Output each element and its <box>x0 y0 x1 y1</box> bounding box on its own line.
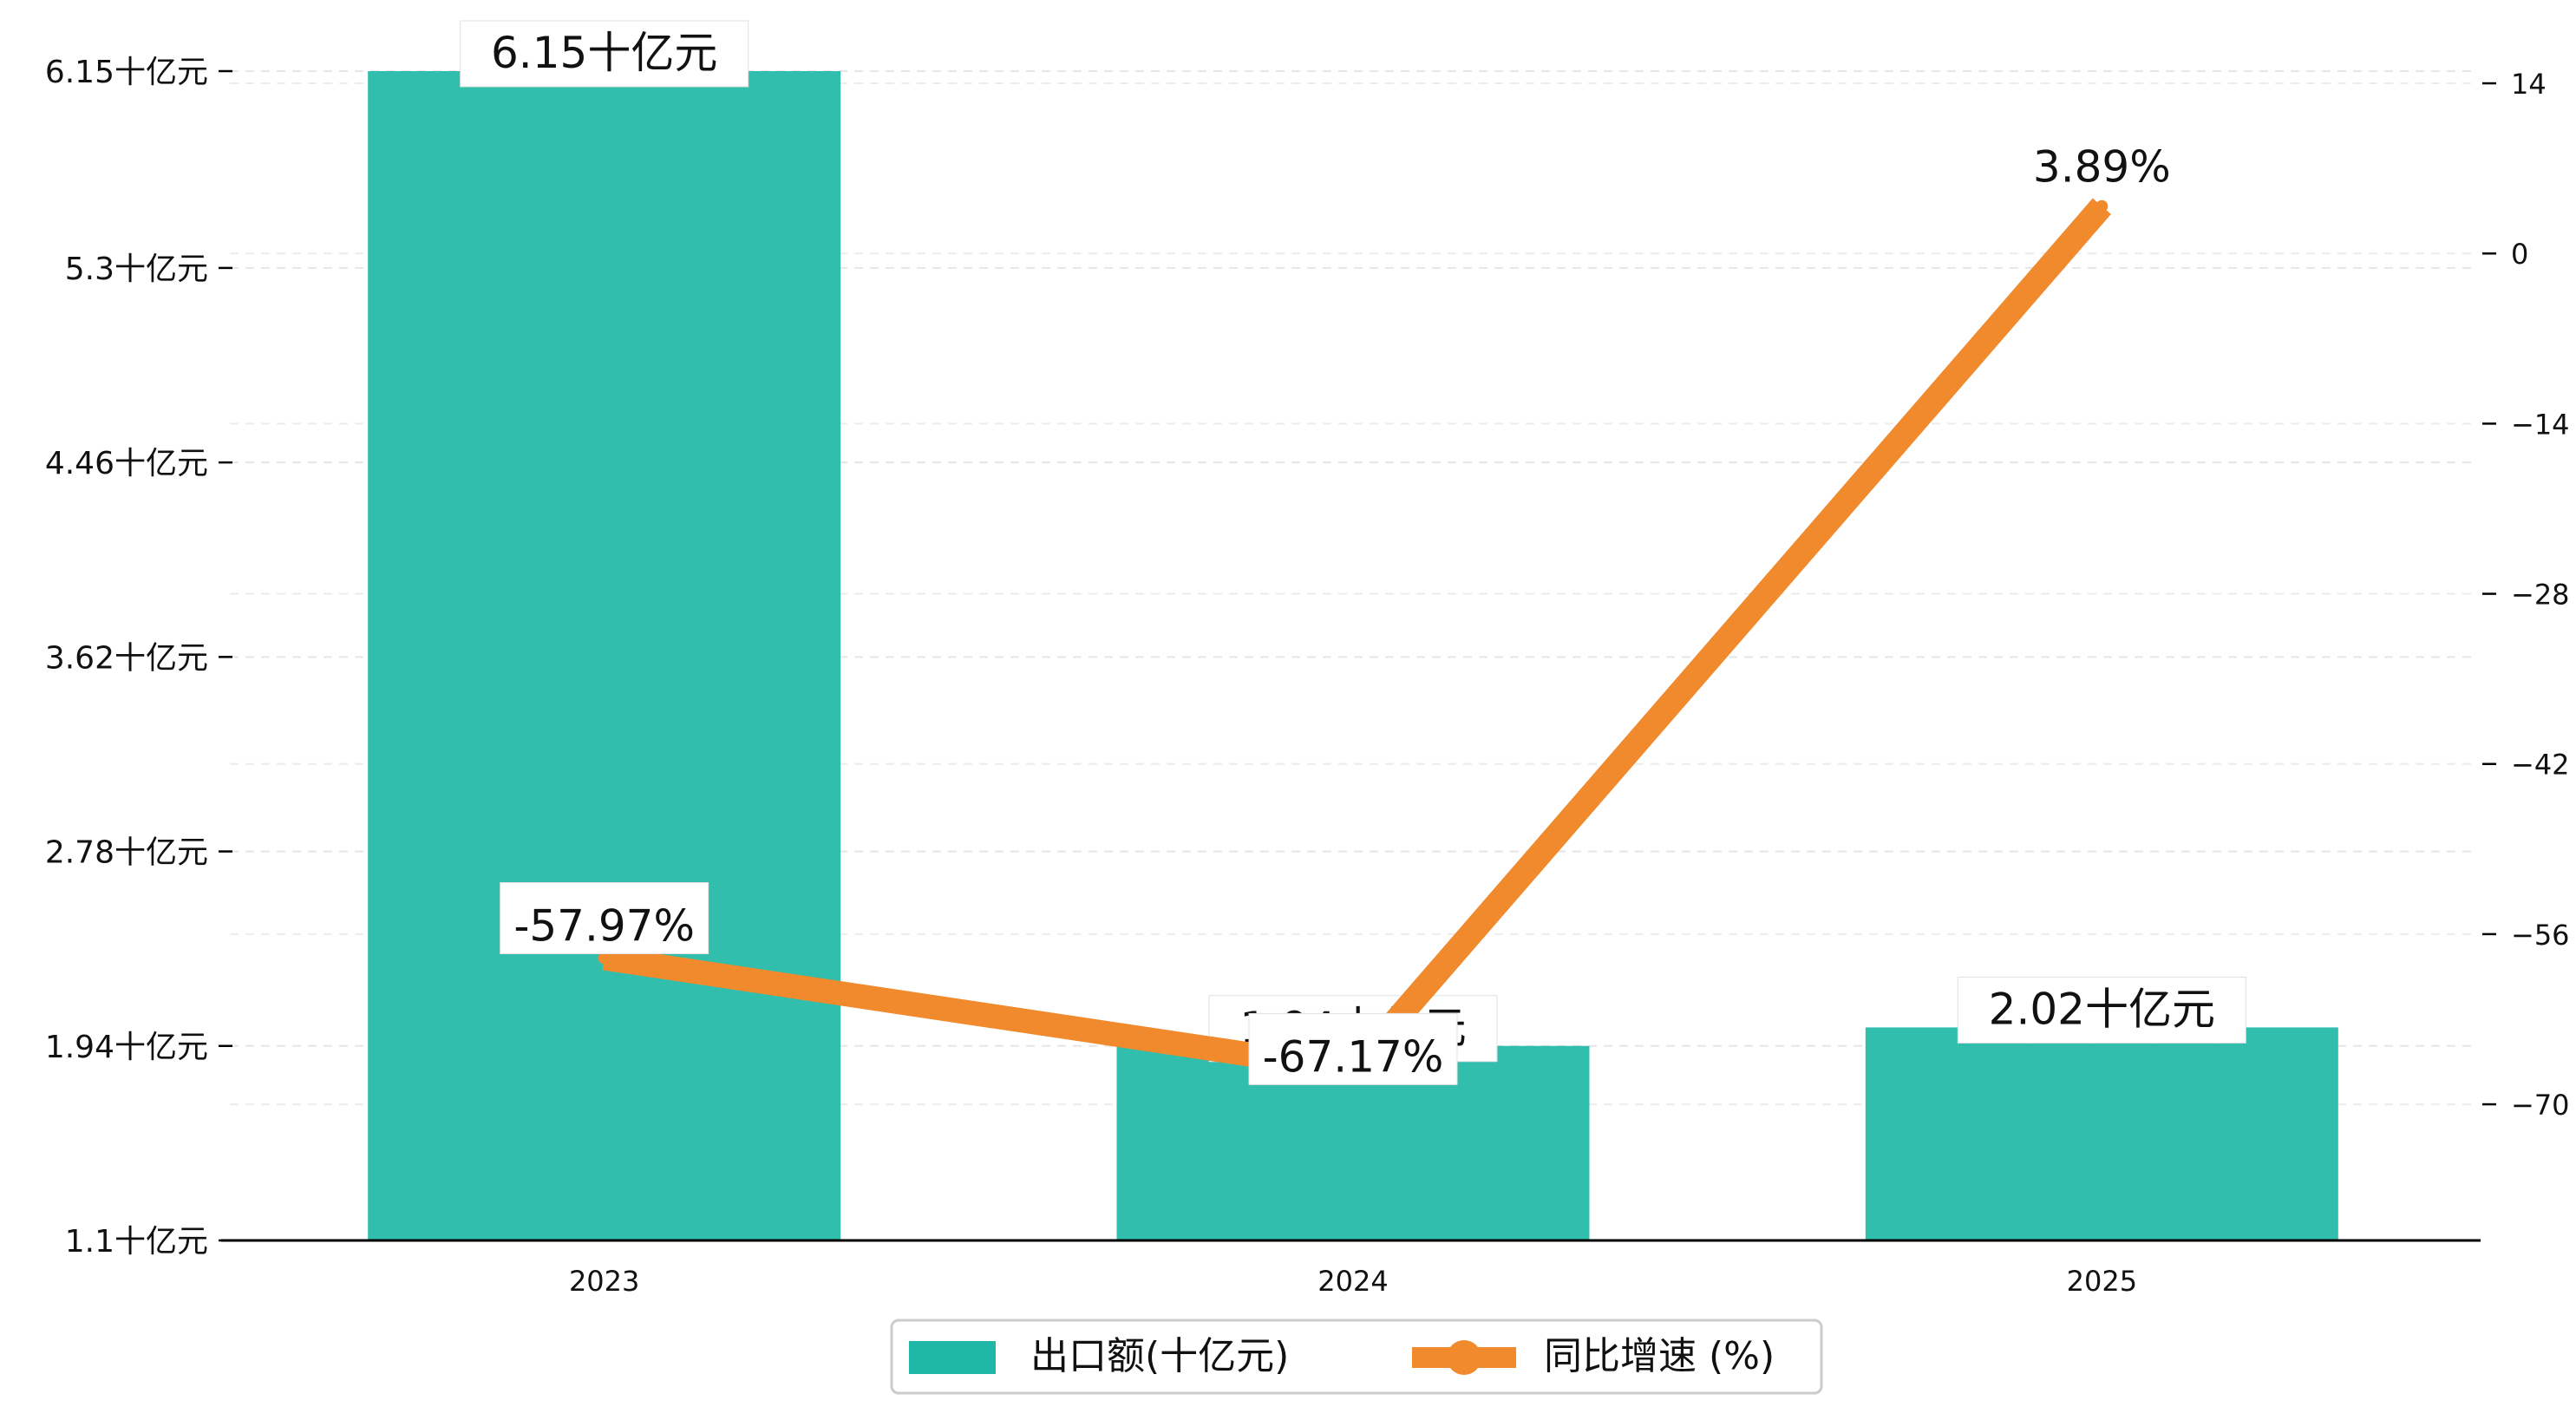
y-left-tick-label: 1.94十亿元 <box>45 1030 208 1065</box>
line-label-box <box>1248 1012 1458 1085</box>
y-left-tick-label: 2.78十亿元 <box>45 835 208 871</box>
bar <box>368 71 841 1240</box>
x-tick-label: 2023 <box>569 1265 639 1298</box>
line-value-label: 3.89% <box>2033 142 2171 193</box>
line-point <box>598 952 611 965</box>
y-right-tick-label: 14 <box>2511 68 2547 101</box>
x-tick-label: 2025 <box>2067 1265 2137 1298</box>
y-left-tick-label: 3.62十亿元 <box>45 640 208 676</box>
y-right-tick-label: −56 <box>2511 919 2570 952</box>
bar-value-label: 2.02十亿元 <box>1989 984 2215 1034</box>
legend-line-marker <box>1447 1340 1481 1375</box>
line-value-label: -57.97% <box>513 900 695 951</box>
bar-label-box <box>1957 976 2246 1044</box>
y-left-tick-label: 5.3十亿元 <box>65 252 208 287</box>
line-label-box <box>500 881 709 954</box>
y-right-tick-label: −28 <box>2511 579 2570 612</box>
legend-line-label: 同比增速 (%) <box>1544 1334 1775 1378</box>
y-right-tick-label: 0 <box>2511 238 2528 271</box>
y-left-tick-label: 6.15十亿元 <box>45 55 208 90</box>
line-value-label: -67.17% <box>1263 1031 1444 1082</box>
y-right-tick-label: −70 <box>2511 1089 2570 1122</box>
y-left-tick-label: 4.46十亿元 <box>45 446 208 481</box>
y-right-tick-label: −42 <box>2511 749 2570 782</box>
bar <box>1865 1027 2338 1240</box>
legend-bar-swatch <box>909 1341 996 1374</box>
y-right-tick-label: −14 <box>2511 408 2570 441</box>
x-tick-label: 2024 <box>1317 1265 1388 1298</box>
line-point <box>2095 200 2109 213</box>
y-left-tick-label: 1.1十亿元 <box>65 1224 208 1260</box>
bar-label-box <box>460 20 749 88</box>
legend-bar-label: 出口额(十亿元) <box>1030 1334 1289 1378</box>
bar-value-label: 6.15十亿元 <box>491 28 717 78</box>
legend-box <box>890 1319 1823 1395</box>
